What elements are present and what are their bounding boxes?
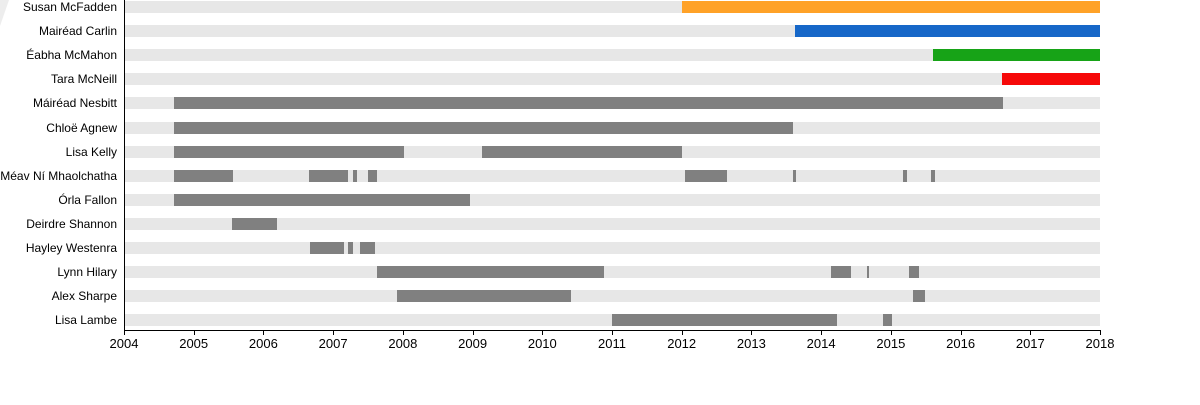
axis-tick-label: 2015	[876, 336, 906, 351]
tenure-bar	[377, 266, 605, 278]
member-name-label: Órla Fallon	[58, 193, 117, 207]
x-axis-tick	[402, 330, 404, 335]
x-axis-tick	[1100, 330, 1101, 335]
tenure-bar	[681, 1, 1100, 13]
tenure-bar	[310, 242, 345, 254]
tenure-bar	[909, 266, 919, 278]
x-axis-tick	[1030, 330, 1032, 335]
timeline-track	[124, 49, 1100, 61]
member-name-label: Deirdre Shannon	[26, 217, 117, 231]
x-axis-tick	[472, 330, 474, 335]
member-name-label: Hayley Westenra	[25, 241, 117, 255]
x-axis-tick	[821, 330, 823, 335]
tenure-bar	[174, 146, 405, 158]
axis-tick-label: 2013	[736, 336, 766, 351]
x-axis-tick	[890, 330, 892, 335]
x-axis-tick	[124, 330, 125, 335]
tenure-bar	[612, 314, 838, 326]
tenure-bar	[481, 146, 682, 158]
x-axis-tick	[681, 330, 683, 335]
axis-tick-label: 2004	[109, 336, 139, 351]
tenure-bar	[685, 170, 727, 182]
timeline-track	[124, 73, 1100, 85]
x-axis-tick	[612, 330, 613, 335]
member-name-label: Mairéad Carlin	[38, 24, 117, 38]
member-name-label: Éabha McMahon	[26, 48, 117, 62]
tenure-bar	[347, 242, 354, 254]
timeline-track	[124, 290, 1100, 302]
member-name-label: Lynn Hilary	[57, 265, 117, 279]
tenure-bar	[360, 242, 375, 254]
tenure-bar	[795, 25, 1100, 37]
timeline-track	[124, 266, 1100, 278]
y-axis-line	[124, 0, 125, 330]
tenure-bar	[1002, 73, 1100, 85]
tenure-bar	[397, 290, 571, 302]
tenure-bar	[931, 170, 936, 182]
x-axis-tick	[751, 330, 753, 335]
axis-tick-label: 2017	[1015, 336, 1045, 351]
tenure-bar	[368, 170, 378, 182]
member-name-label: Tara McNeill	[50, 72, 117, 86]
corner-artifact	[0, 0, 9, 26]
axis-tick-label: 2014	[806, 336, 836, 351]
axis-tick-label: 2011	[598, 336, 626, 351]
x-axis-tick	[333, 330, 335, 335]
timeline-track	[124, 242, 1100, 254]
tenure-bar	[913, 290, 926, 302]
tenure-bar	[830, 266, 852, 278]
x-axis-tick	[960, 330, 962, 335]
member-name-label: Susan McFadden	[22, 0, 117, 14]
tenure-bar	[308, 170, 349, 182]
axis-tick-label: 2016	[946, 336, 976, 351]
x-axis-tick	[263, 330, 265, 335]
tenure-bar	[902, 170, 907, 182]
tenure-bar	[933, 49, 1100, 61]
member-name-label: Alex Sharpe	[51, 289, 117, 303]
x-axis-tick	[542, 330, 544, 335]
tenure-bar	[232, 218, 277, 230]
tenure-bar	[792, 170, 797, 182]
axis-tick-label: 2007	[318, 336, 348, 351]
member-name-label: Lisa Lambe	[54, 313, 117, 327]
timeline-track	[124, 218, 1100, 230]
tenure-bar	[174, 122, 794, 134]
tenure-bar	[883, 314, 893, 326]
axis-tick-label: 2012	[667, 336, 697, 351]
tenure-bar	[352, 170, 357, 182]
axis-tick-label: 2005	[179, 336, 209, 351]
axis-tick-label: 2008	[388, 336, 418, 351]
member-name-label: Máiréad Nesbitt	[32, 96, 117, 110]
member-name-label: Lisa Kelly	[65, 145, 117, 159]
axis-tick-label: 2006	[248, 336, 278, 351]
axis-tick-label: 2018	[1085, 336, 1115, 351]
x-axis-tick	[193, 330, 195, 335]
axis-tick-label: 2009	[458, 336, 488, 351]
axis-tick-label: 2010	[527, 336, 557, 351]
tenure-bar	[174, 170, 233, 182]
timeline-track	[124, 170, 1100, 182]
member-name-label: Chloë Agnew	[46, 121, 117, 135]
member-name-label: Méav Ní Mhaolchatha	[0, 169, 117, 183]
tenure-bar	[867, 266, 870, 278]
tenure-bar	[174, 194, 470, 206]
tenure-bar	[174, 97, 1004, 109]
